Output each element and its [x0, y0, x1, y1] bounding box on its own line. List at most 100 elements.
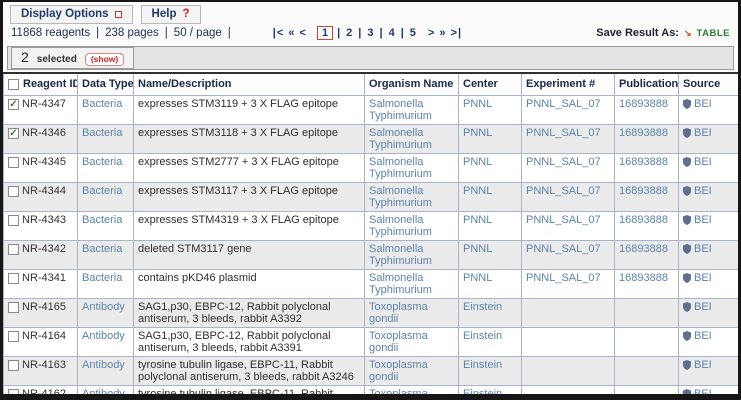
source-link[interactable]: BEI — [694, 301, 712, 314]
save-as-table-link[interactable]: TABLE — [697, 28, 730, 39]
column-header-data-type[interactable]: Data Type — [78, 74, 134, 95]
center-link[interactable]: PNNL — [459, 182, 522, 211]
experiment-link[interactable]: PNNL_SAL_07 — [522, 182, 615, 211]
experiment-link[interactable] — [522, 298, 615, 327]
organism-name-link[interactable]: Salmonella Typhimurium — [365, 269, 459, 298]
prev-page-icon[interactable]: < — [300, 27, 307, 39]
organism-name-link[interactable]: Salmonella Typhimurium — [365, 211, 459, 240]
column-header-center[interactable]: Center — [459, 74, 522, 95]
experiment-link[interactable]: PNNL_SAL_07 — [522, 269, 615, 298]
experiment-link[interactable] — [522, 385, 615, 394]
organism-name-link[interactable]: Toxoplasma gondii — [365, 327, 459, 356]
organism-name-link[interactable]: Salmonella Typhimurium — [365, 95, 459, 124]
publication-link[interactable]: 16893888 — [615, 240, 679, 269]
center-link[interactable]: Einstein — [459, 385, 522, 394]
organism-name-link[interactable]: Salmonella Typhimurium — [365, 124, 459, 153]
data-type-link[interactable]: Bacteria — [78, 153, 134, 182]
column-header-organism-name[interactable]: Organism Name — [365, 74, 459, 95]
publication-link[interactable] — [615, 327, 679, 356]
row-checkbox[interactable] — [8, 99, 19, 110]
row-checkbox[interactable] — [8, 302, 19, 313]
experiment-link[interactable] — [522, 327, 615, 356]
center-link[interactable]: PNNL — [459, 124, 522, 153]
center-link[interactable]: PNNL — [459, 95, 522, 124]
publication-link[interactable] — [615, 298, 679, 327]
column-header-reagent-id[interactable]: Reagent ID — [4, 74, 78, 95]
publication-link[interactable]: 16893888 — [615, 211, 679, 240]
organism-name-link[interactable]: Salmonella Typhimurium — [365, 182, 459, 211]
data-type-link[interactable]: Bacteria — [78, 124, 134, 153]
data-type-link[interactable]: Antibody — [78, 327, 134, 356]
pagination-page-4[interactable]: 4 — [387, 27, 397, 39]
display-options-button[interactable]: Display Options — [10, 5, 133, 24]
fast-prev-icon[interactable]: « — [288, 27, 295, 39]
select-all-checkbox[interactable] — [8, 79, 19, 90]
center-link[interactable]: Einstein — [459, 356, 522, 385]
data-type-link[interactable]: Bacteria — [78, 95, 134, 124]
source-link[interactable]: BEI — [694, 214, 712, 227]
source-link[interactable]: BEI — [694, 388, 712, 395]
center-link[interactable]: PNNL — [459, 240, 522, 269]
experiment-link[interactable]: PNNL_SAL_07 — [522, 95, 615, 124]
column-header-name-description[interactable]: Name/Description — [134, 74, 365, 95]
row-checkbox[interactable] — [8, 389, 19, 395]
data-type-link[interactable]: Bacteria — [78, 269, 134, 298]
organism-name-link[interactable]: Salmonella Typhimurium — [365, 240, 459, 269]
source-link[interactable]: BEI — [694, 359, 712, 372]
pagination-page-5[interactable]: 5 — [408, 27, 418, 39]
experiment-link[interactable]: PNNL_SAL_07 — [522, 211, 615, 240]
center-link[interactable]: Einstein — [459, 327, 522, 356]
column-header-source[interactable]: Source — [679, 74, 739, 95]
publication-link[interactable]: 16893888 — [615, 269, 679, 298]
row-checkbox[interactable] — [8, 215, 19, 226]
pagination-page-1[interactable]: 1 — [317, 26, 333, 40]
row-checkbox[interactable] — [8, 157, 19, 168]
fast-next-icon[interactable]: » — [439, 27, 446, 39]
organism-name-link[interactable]: Salmonella Typhimurium — [365, 153, 459, 182]
center-link[interactable]: Einstein — [459, 298, 522, 327]
first-page-icon[interactable]: |< — [273, 27, 285, 39]
help-button[interactable]: Help ? — [141, 5, 201, 24]
organism-name-link[interactable]: Toxoplasma gondii — [365, 298, 459, 327]
experiment-link[interactable]: PNNL_SAL_07 — [522, 153, 615, 182]
show-selected-button[interactable]: (show) — [85, 53, 124, 66]
row-checkbox[interactable] — [8, 128, 19, 139]
publication-link[interactable]: 16893888 — [615, 95, 679, 124]
source-link[interactable]: BEI — [694, 272, 712, 285]
organism-name-link[interactable]: Toxoplasma gondii — [365, 385, 459, 394]
experiment-link[interactable] — [522, 356, 615, 385]
source-link[interactable]: BEI — [694, 127, 712, 140]
data-type-link[interactable]: Antibody — [78, 385, 134, 394]
data-type-link[interactable]: Bacteria — [78, 240, 134, 269]
row-checkbox[interactable] — [8, 331, 19, 342]
row-checkbox[interactable] — [8, 186, 19, 197]
pagination-page-2[interactable]: 2 — [344, 27, 354, 39]
source-link[interactable]: BEI — [694, 330, 712, 343]
column-header-experiment[interactable]: Experiment # — [522, 74, 615, 95]
organism-name-link[interactable]: Toxoplasma gondii — [365, 356, 459, 385]
data-type-link[interactable]: Bacteria — [78, 182, 134, 211]
row-checkbox[interactable] — [8, 360, 19, 371]
data-type-link[interactable]: Antibody — [78, 298, 134, 327]
publication-link[interactable]: 16893888 — [615, 182, 679, 211]
source-link[interactable]: BEI — [694, 98, 712, 111]
data-type-link[interactable]: Antibody — [78, 356, 134, 385]
next-page-icon[interactable]: > — [428, 27, 435, 39]
source-link[interactable]: BEI — [694, 243, 712, 256]
source-link[interactable]: BEI — [694, 156, 712, 169]
publication-link[interactable] — [615, 385, 679, 394]
publication-link[interactable] — [615, 356, 679, 385]
source-link[interactable]: BEI — [694, 185, 712, 198]
publication-link[interactable]: 16893888 — [615, 124, 679, 153]
row-checkbox[interactable] — [8, 273, 19, 284]
center-link[interactable]: PNNL — [459, 211, 522, 240]
pagination-page-3[interactable]: 3 — [365, 27, 375, 39]
experiment-link[interactable]: PNNL_SAL_07 — [522, 124, 615, 153]
experiment-link[interactable]: PNNL_SAL_07 — [522, 240, 615, 269]
publication-link[interactable]: 16893888 — [615, 153, 679, 182]
column-header-publication[interactable]: Publication — [615, 74, 679, 95]
center-link[interactable]: PNNL — [459, 269, 522, 298]
data-type-link[interactable]: Bacteria — [78, 211, 134, 240]
center-link[interactable]: PNNL — [459, 153, 522, 182]
last-page-icon[interactable]: >| — [451, 27, 463, 39]
